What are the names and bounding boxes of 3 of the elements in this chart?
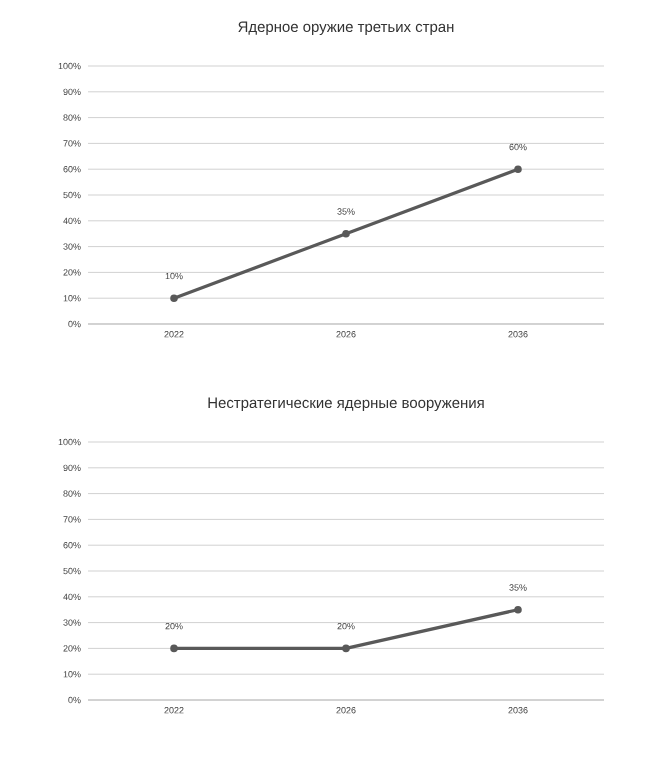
point [170,294,178,302]
point [514,165,522,173]
point [342,229,350,238]
